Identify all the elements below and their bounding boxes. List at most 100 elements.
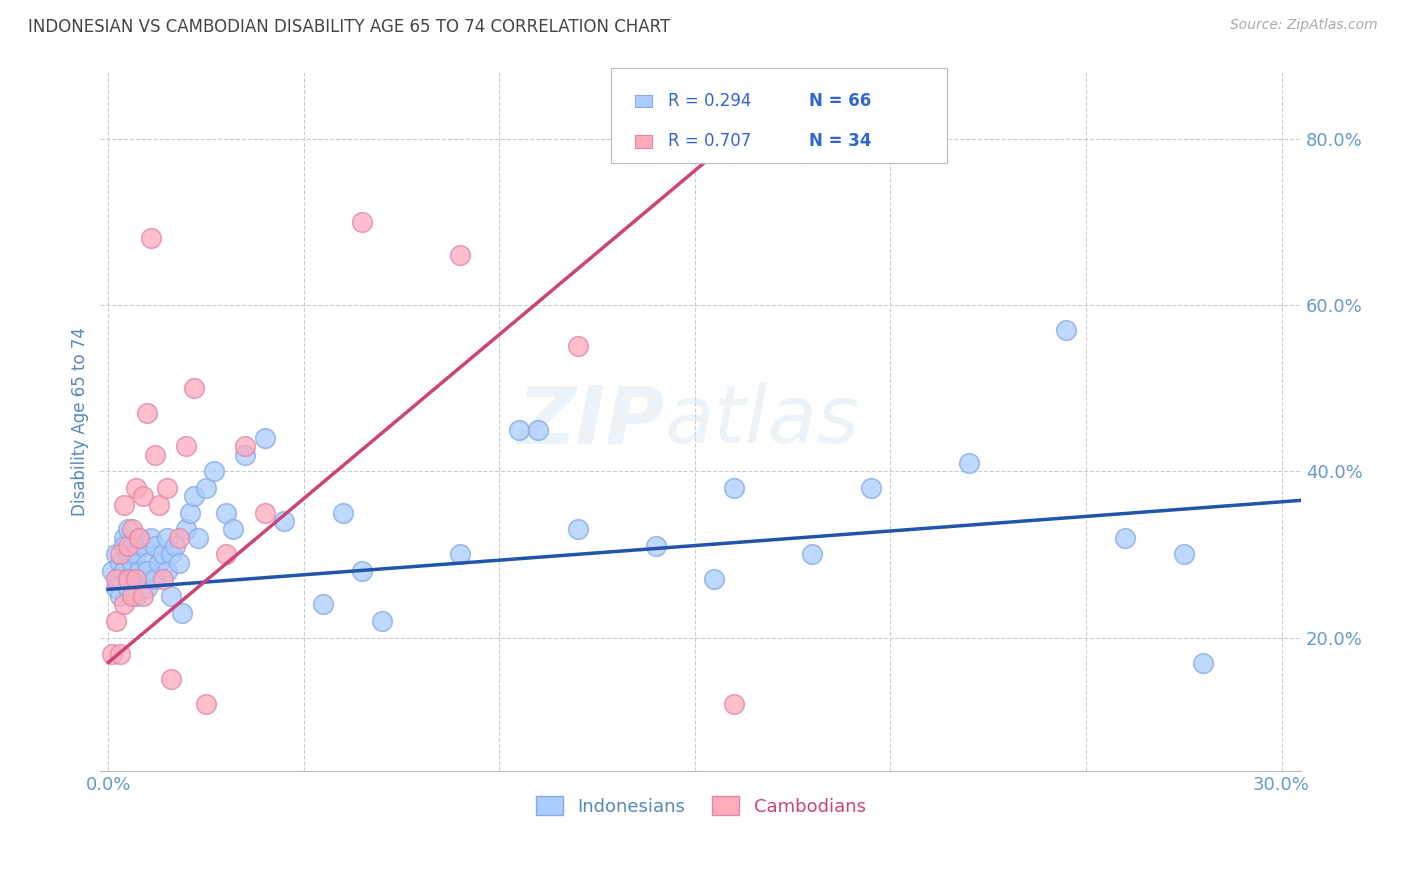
- Point: [352, 215, 374, 229]
- Point: [156, 481, 179, 495]
- Point: [202, 464, 225, 478]
- Point: [132, 589, 155, 603]
- Text: Source: ZipAtlas.com: Source: ZipAtlas.com: [1230, 18, 1378, 32]
- Point: [112, 539, 135, 553]
- Point: [124, 589, 146, 603]
- Point: [101, 647, 124, 661]
- Point: [176, 523, 198, 537]
- Point: [159, 672, 181, 686]
- Point: [117, 573, 139, 587]
- Point: [1173, 548, 1195, 562]
- Point: [132, 489, 155, 503]
- Point: [117, 548, 139, 562]
- Point: [128, 531, 150, 545]
- Point: [163, 539, 186, 553]
- FancyBboxPatch shape: [634, 135, 652, 148]
- Point: [124, 573, 146, 587]
- Point: [108, 647, 131, 661]
- FancyBboxPatch shape: [610, 69, 946, 163]
- Point: [112, 531, 135, 545]
- Point: [141, 531, 163, 545]
- Point: [124, 548, 146, 562]
- Point: [124, 481, 146, 495]
- Point: [508, 423, 530, 437]
- Point: [214, 506, 236, 520]
- Point: [253, 506, 276, 520]
- Point: [105, 573, 128, 587]
- Point: [159, 589, 181, 603]
- Point: [172, 606, 194, 620]
- Point: [121, 539, 143, 553]
- Point: [117, 573, 139, 587]
- Point: [121, 523, 143, 537]
- Point: [703, 573, 725, 587]
- Point: [214, 548, 236, 562]
- Point: [152, 548, 174, 562]
- Point: [644, 539, 666, 553]
- Point: [112, 498, 135, 512]
- Point: [148, 556, 170, 570]
- Point: [1192, 656, 1215, 670]
- Point: [136, 406, 159, 420]
- FancyBboxPatch shape: [634, 95, 652, 107]
- Point: [449, 548, 471, 562]
- Point: [156, 531, 179, 545]
- Point: [801, 548, 824, 562]
- Point: [132, 539, 155, 553]
- Y-axis label: Disability Age 65 to 74: Disability Age 65 to 74: [72, 326, 89, 516]
- Point: [183, 381, 205, 395]
- Point: [117, 581, 139, 595]
- Point: [105, 581, 128, 595]
- Point: [567, 523, 589, 537]
- Point: [233, 448, 256, 462]
- Point: [159, 548, 181, 562]
- Point: [136, 564, 159, 578]
- Point: [105, 614, 128, 628]
- Point: [1114, 531, 1136, 545]
- Point: [132, 573, 155, 587]
- Point: [121, 589, 143, 603]
- Point: [527, 423, 550, 437]
- Point: [222, 523, 245, 537]
- Text: INDONESIAN VS CAMBODIAN DISABILITY AGE 65 TO 74 CORRELATION CHART: INDONESIAN VS CAMBODIAN DISABILITY AGE 6…: [28, 18, 671, 36]
- Text: R = 0.707: R = 0.707: [668, 132, 752, 151]
- Point: [179, 506, 201, 520]
- Text: N = 34: N = 34: [808, 132, 872, 151]
- Point: [112, 597, 135, 611]
- Point: [136, 581, 159, 595]
- Point: [253, 431, 276, 445]
- Point: [312, 597, 335, 611]
- Point: [352, 564, 374, 578]
- Point: [101, 564, 124, 578]
- Point: [108, 573, 131, 587]
- Point: [233, 439, 256, 453]
- Text: R = 0.294: R = 0.294: [668, 92, 752, 110]
- Point: [567, 339, 589, 353]
- Point: [143, 573, 166, 587]
- Point: [167, 531, 190, 545]
- Point: [112, 564, 135, 578]
- Point: [183, 489, 205, 503]
- Point: [723, 481, 745, 495]
- Point: [194, 697, 217, 711]
- Point: [148, 498, 170, 512]
- Point: [117, 539, 139, 553]
- Point: [136, 556, 159, 570]
- Point: [117, 523, 139, 537]
- Point: [167, 556, 190, 570]
- Text: atlas: atlas: [665, 383, 859, 460]
- Point: [108, 589, 131, 603]
- Point: [449, 248, 471, 262]
- Point: [723, 697, 745, 711]
- Point: [176, 439, 198, 453]
- Point: [371, 614, 394, 628]
- Point: [143, 448, 166, 462]
- Point: [194, 481, 217, 495]
- Point: [187, 531, 209, 545]
- Point: [957, 456, 980, 470]
- Point: [859, 481, 882, 495]
- Text: N = 66: N = 66: [808, 92, 872, 110]
- Point: [332, 506, 354, 520]
- Point: [141, 231, 163, 245]
- Point: [273, 514, 295, 528]
